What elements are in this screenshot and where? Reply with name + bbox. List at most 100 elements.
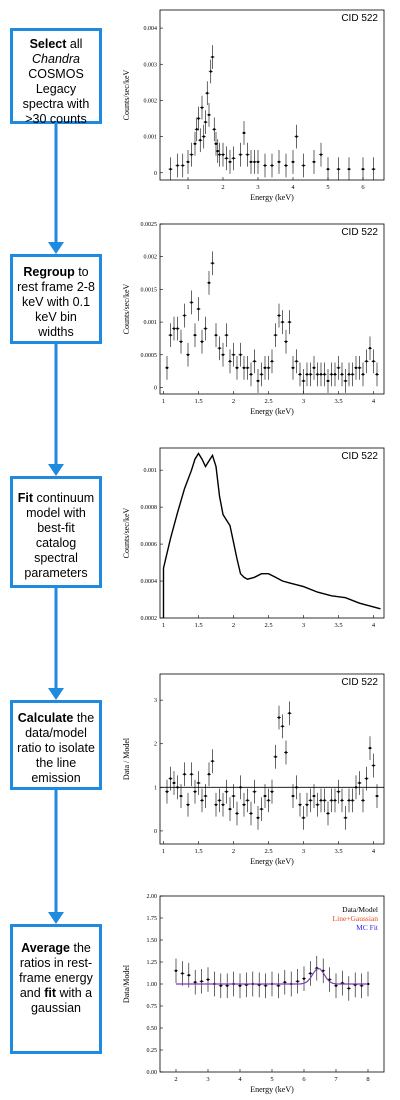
data-point xyxy=(214,333,218,337)
data-point xyxy=(172,781,176,785)
x-tick-label: 3 xyxy=(302,398,305,405)
x-tick-label: 5 xyxy=(326,184,329,191)
data-point xyxy=(274,333,277,337)
x-tick-label: 3 xyxy=(302,622,305,629)
data-point xyxy=(284,164,288,167)
chart-panel-2: 1 1.5 2 2.5 3 3.5 4 0 0.0005 0.001 0.0015 0.002 0.00… xyxy=(120,218,390,418)
data-point xyxy=(283,981,286,984)
x-tick-label: 4 xyxy=(291,184,295,191)
data-point xyxy=(179,340,183,343)
plot-frame xyxy=(159,9,385,181)
data-point xyxy=(213,128,216,131)
data-point xyxy=(361,799,365,802)
chart-raw-spectrum: 1 2 3 4 5 6 0 0.001 0.002 0.003 0.004 Energy (keV) C… xyxy=(122,9,385,202)
chart-title: CID 522 xyxy=(341,227,378,238)
y-tick-label: 0 xyxy=(154,385,157,391)
x-axis-label: Energy (keV) xyxy=(250,1085,294,1094)
x-tick-label: 1.5 xyxy=(194,622,202,629)
data-point xyxy=(277,984,280,987)
data-point xyxy=(211,759,214,763)
data-point xyxy=(302,977,306,980)
data-point xyxy=(206,91,209,95)
step-calculate: Calculate the data/model ratio to isolat… xyxy=(10,700,102,790)
data-point xyxy=(351,373,354,376)
data-point xyxy=(204,120,207,124)
data-point xyxy=(253,790,256,793)
data-point xyxy=(235,366,239,370)
data-point xyxy=(221,153,225,156)
data-point xyxy=(295,360,298,363)
data-point xyxy=(323,373,326,376)
chart-title: CID 522 xyxy=(341,677,378,688)
data-point xyxy=(334,984,338,987)
data-point xyxy=(190,301,193,304)
y-tick-label: 1.75 xyxy=(147,916,158,922)
data-point xyxy=(296,980,299,983)
data-point xyxy=(309,799,312,802)
chart-panel-5: 2 3 4 5 6 7 8 0.00 0.25 0.50 0.75 1.00 1.25 1.50 1.75 2… xyxy=(120,890,390,1096)
data-point xyxy=(183,314,186,317)
data-point xyxy=(214,803,218,806)
data-point xyxy=(228,160,232,164)
y-axis-label: Data/Model xyxy=(122,964,131,1003)
data-point xyxy=(284,340,288,343)
data-point xyxy=(368,347,372,350)
data-point xyxy=(207,773,211,776)
x-tick-label: 1 xyxy=(162,848,165,855)
data-point xyxy=(232,794,235,798)
data-point xyxy=(256,379,260,383)
x-tick-label: 4 xyxy=(372,622,376,629)
data-point xyxy=(354,366,358,370)
data-point xyxy=(239,153,242,156)
y-tick-label: 3 xyxy=(154,698,157,704)
data-point xyxy=(281,725,284,728)
x-tick-label: 1 xyxy=(186,184,189,191)
data-point xyxy=(267,366,270,370)
y-tick-label: 0.0008 xyxy=(141,505,158,511)
x-tick-label: 3.5 xyxy=(334,398,342,405)
y-tick-label: 0.0025 xyxy=(141,222,158,228)
arrowhead-4 xyxy=(48,912,64,924)
data-point xyxy=(298,803,302,806)
data-point xyxy=(225,157,228,160)
data-point xyxy=(347,987,350,990)
data-point xyxy=(193,790,197,793)
data-point xyxy=(340,373,344,376)
data-point xyxy=(219,984,222,987)
data-point xyxy=(309,373,312,376)
data-point xyxy=(267,799,270,802)
data-point xyxy=(337,167,340,171)
data-point xyxy=(232,157,235,160)
data-point xyxy=(218,799,221,802)
data-point xyxy=(165,790,169,793)
data-point xyxy=(206,978,210,981)
data-point xyxy=(375,794,379,798)
y-tick-label: 0.0015 xyxy=(141,287,158,293)
data-point xyxy=(291,366,295,370)
y-tick-label: 1.50 xyxy=(147,938,158,944)
data-point xyxy=(235,812,239,815)
y-tick-label: 0.0002 xyxy=(141,616,158,622)
y-tick-label: 1.25 xyxy=(147,960,158,966)
data-point xyxy=(263,164,267,167)
y-tick-label: 0.001 xyxy=(144,320,158,326)
data-point xyxy=(316,803,319,806)
data-point xyxy=(358,366,361,370)
data-point xyxy=(358,781,361,785)
data-point xyxy=(260,807,263,811)
data-point xyxy=(312,160,316,164)
step-select: Select all Chandra COSMOS Legacy spectra… xyxy=(10,28,102,126)
x-tick-label: 2 xyxy=(232,848,235,855)
data-point xyxy=(183,773,186,776)
x-tick-label: 2.5 xyxy=(264,622,272,629)
data-point xyxy=(172,327,176,330)
data-point xyxy=(270,164,274,167)
y-tick-label: 0.002 xyxy=(144,98,158,104)
data-point xyxy=(169,777,172,780)
y-tick-label: 0.00 xyxy=(147,1070,158,1076)
arrowhead-2 xyxy=(48,464,64,476)
y-tick-label: 0 xyxy=(154,171,157,177)
data-point xyxy=(176,164,179,167)
data-point xyxy=(200,340,204,343)
data-point xyxy=(238,984,242,987)
